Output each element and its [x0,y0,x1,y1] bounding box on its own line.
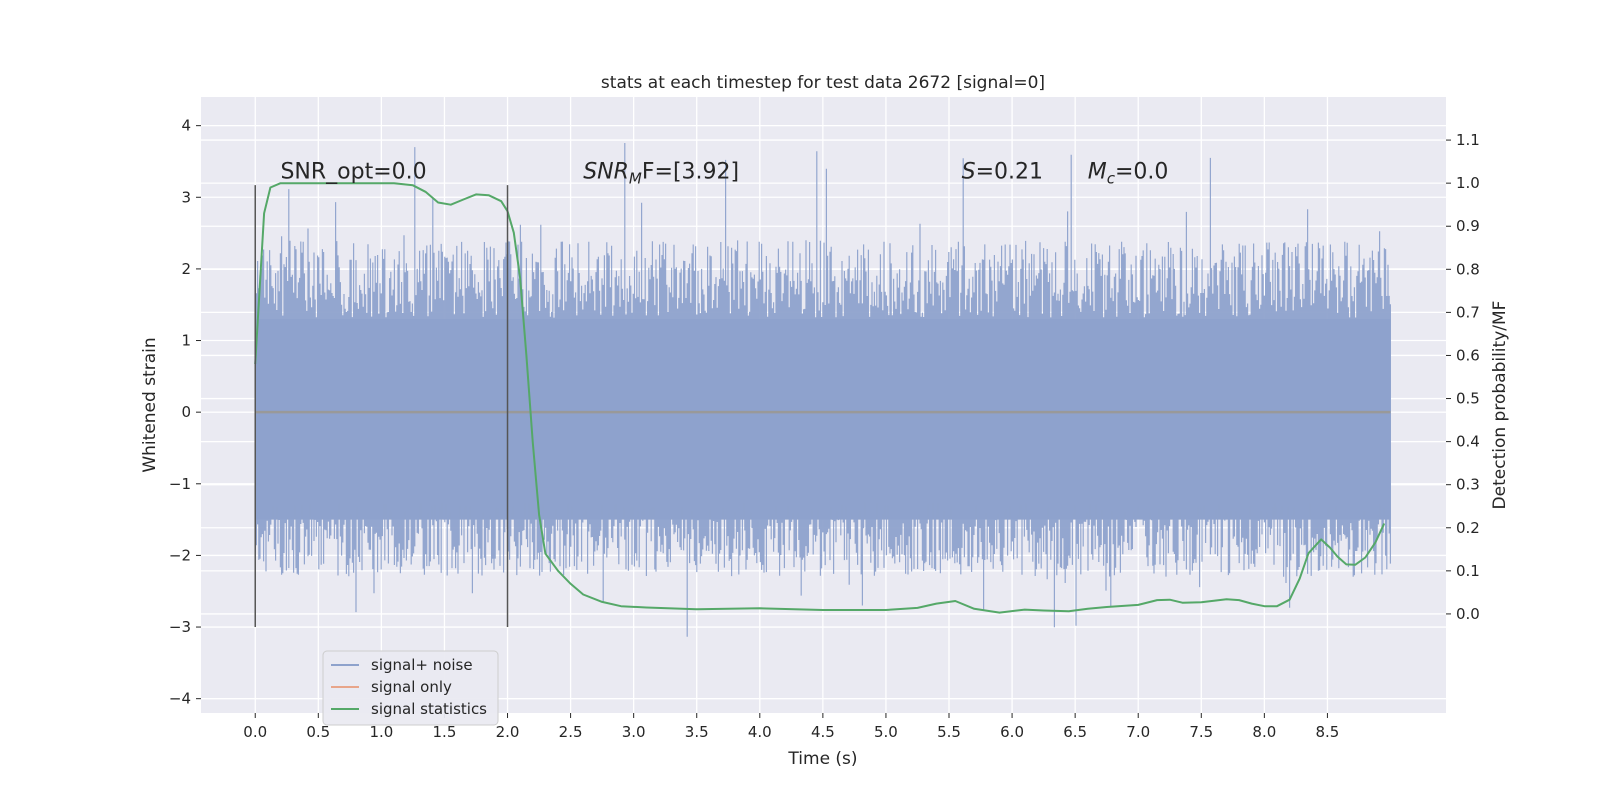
x-tick-label: 7.0 [1126,723,1150,741]
x-tick-label: 2.0 [496,723,520,741]
annotation-1: SNRMF=[3.92] [583,159,739,187]
signal-statistics-line [254,182,1386,614]
x-tick-label: 2.5 [559,723,583,741]
y-right-tick-label: 0.0 [1456,605,1480,623]
y-left-tick-label: 3 [181,188,191,206]
y-right-tick-label: 0.6 [1456,346,1480,364]
x-tick-label: 6.5 [1063,723,1087,741]
noise-layer [254,143,1391,637]
annotation-value: =0.21 [976,159,1043,184]
y-left-tick-label: −4 [169,690,191,708]
legend-box [322,650,499,726]
x-tick-label: 7.5 [1189,723,1213,741]
x-tick-label: 4.0 [748,723,772,741]
x-tick-label: 5.0 [874,723,898,741]
y-left-tick-label: 1 [181,332,191,350]
annotation-symbol: S [962,159,976,184]
tick-layer: 0.0 0.5 1.0 1.5 2.0 2.5 3.0 3.5 4.0 4.5 5.0 5.5 6.0 6… [169,117,1480,741]
annotation-3: Mc=0.0 [1088,159,1169,187]
x-tick-label: 8.0 [1252,723,1276,741]
y-left-tick-label: 2 [181,260,191,278]
y-right-tick-label: 0.5 [1456,390,1480,408]
x-axis-label: Time (s) [787,749,857,769]
y-right-tick-label: 0.2 [1456,519,1480,537]
y-axis-label-right: Detection probability/MF [1490,301,1510,510]
annotation-symbol: SNR [583,159,629,184]
x-tick-label: 0.0 [243,723,267,741]
y-right-tick-label: 1.1 [1456,131,1480,149]
x-tick-label: 1.0 [369,723,393,741]
annotation-subscript: c [1107,169,1116,187]
series-layer [254,182,1391,614]
x-tick-label: 0.5 [306,723,330,741]
x-tick-label: 3.5 [685,723,709,741]
y-right-tick-label: 1.0 [1456,174,1480,192]
x-tick-label: 6.0 [1000,723,1024,741]
annotation-symbol: M [1088,159,1107,184]
legend-label-0: signal+ noise [371,656,473,674]
x-tick-label: 5.5 [937,723,961,741]
vline-layer [254,185,509,628]
y-right-tick-label: 0.4 [1456,433,1480,451]
annotation-subscript: M [629,169,642,187]
annotation-2: S=0.21 [962,159,1043,184]
y-right-tick-label: 0.9 [1456,217,1480,235]
y-left-tick-label: 4 [181,117,191,135]
y-right-tick-label: 0.7 [1456,303,1480,321]
y-right-tick-label: 0.8 [1456,260,1480,278]
y-right-tick-label: 0.3 [1456,476,1480,494]
y-left-tick-label: −3 [169,618,191,636]
chart-title: stats at each timestep for test data 267… [601,73,1045,93]
legend: signal+ noise signal only signal statistic… [322,650,499,726]
legend-label-2: signal statistics [371,700,487,718]
y-left-tick-label: 0 [181,403,191,421]
x-tick-label: 4.5 [811,723,835,741]
y-left-tick-label: −2 [169,546,191,564]
y-right-tick-label: 0.1 [1456,562,1480,580]
annotation-value: =0.0 [1115,159,1168,184]
annotation-layer: SNR_opt=0.0 SNRMF=[3.92] S=0.21 Mc=0.0 [280,159,1168,187]
annotation-value: F=[3.92] [642,159,739,184]
x-tick-label: 3.0 [622,723,646,741]
annotation-0: SNR_opt=0.0 [280,159,426,184]
y-axis-label-left: Whitened strain [140,337,160,472]
y-left-tick-label: −1 [169,475,191,493]
legend-label-1: signal only [371,678,452,696]
x-tick-label: 8.5 [1315,723,1339,741]
x-tick-label: 1.5 [433,723,457,741]
